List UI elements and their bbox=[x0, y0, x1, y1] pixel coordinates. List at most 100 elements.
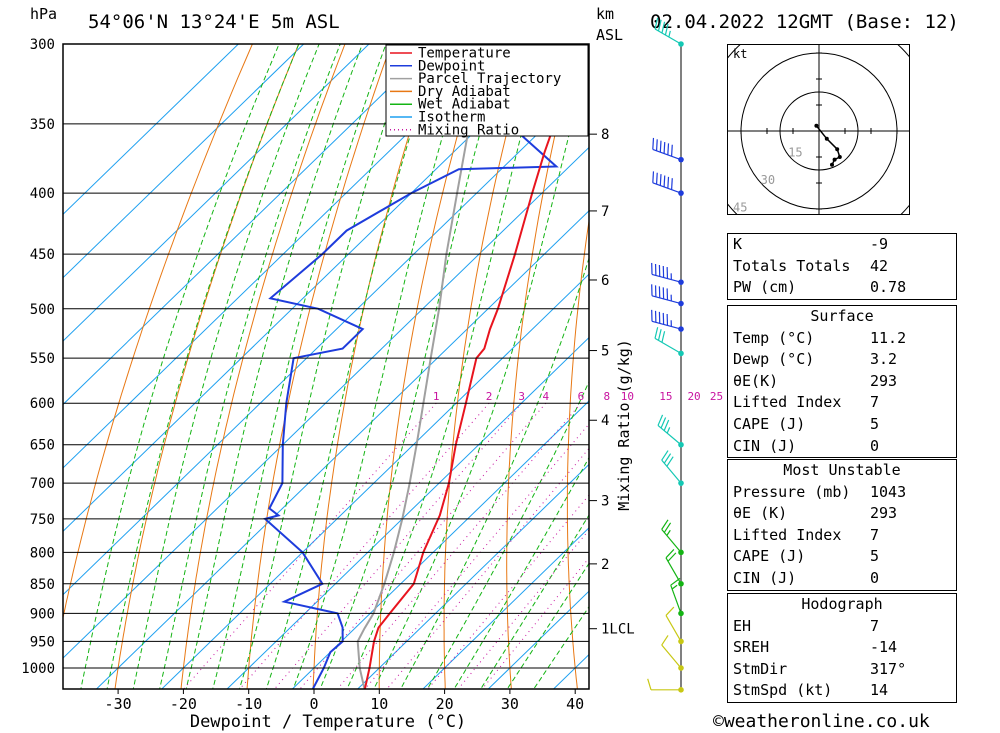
wind-barb-dot bbox=[678, 300, 684, 307]
pressure-unit-label: hPa bbox=[30, 5, 58, 23]
dry-adiabat-line bbox=[506, 44, 577, 689]
hodograph-point bbox=[837, 155, 842, 159]
dry-adiabat-line bbox=[63, 44, 253, 621]
footer-credit: ©weatheronline.co.uk bbox=[713, 711, 930, 732]
stat-row: SREH -14 bbox=[728, 637, 956, 659]
stat-label: PW (cm) bbox=[733, 278, 797, 297]
mixing-ratio-label: 8 bbox=[603, 390, 610, 403]
x-axis-title: Dewpoint / Temperature (°C) bbox=[190, 712, 466, 732]
stat-row: Totals Totals 42 bbox=[728, 256, 956, 278]
stat-label: Temp (°C) bbox=[733, 328, 815, 347]
wind-barb-dot bbox=[678, 441, 684, 448]
stat-label: SREH bbox=[733, 638, 770, 657]
stat-value: 42 bbox=[870, 256, 889, 275]
stat-value: 293 bbox=[870, 504, 898, 523]
stat-row: θE (K) 293 bbox=[728, 503, 956, 525]
stat-row: StmSpd (kt) 14 bbox=[728, 680, 956, 702]
isotherm-line bbox=[63, 83, 589, 596]
wet-adiabat-line bbox=[292, 44, 471, 689]
wet-adiabat-line bbox=[400, 256, 589, 689]
stat-row: StmDir 317° bbox=[728, 659, 956, 681]
plot-frame bbox=[62, 43, 590, 690]
isotherm-line bbox=[63, 44, 305, 279]
pressure-tick-label: 300 bbox=[30, 37, 55, 53]
dry-adiabat-line bbox=[180, 44, 346, 689]
y2-axis-title: Mixing Ratio (g/kg) bbox=[615, 339, 633, 511]
wind-barb-dot bbox=[678, 610, 684, 617]
stat-label: CAPE (J) bbox=[733, 414, 806, 433]
wind-barb-dot bbox=[678, 190, 684, 196]
wind-barb bbox=[651, 309, 684, 332]
hodograph-point bbox=[832, 157, 837, 162]
stat-value: 7 bbox=[870, 525, 880, 544]
stat-value: 0 bbox=[870, 436, 880, 455]
dewpoint-line bbox=[263, 44, 559, 689]
stat-row: CIN (J) 0 bbox=[728, 568, 956, 590]
legend-label: Isotherm bbox=[418, 110, 485, 126]
wind-barb-dot bbox=[678, 580, 684, 587]
stat-label: StmDir bbox=[733, 659, 788, 678]
wind-barb bbox=[657, 414, 684, 448]
wind-barb bbox=[647, 678, 684, 693]
mixing-ratio-line bbox=[183, 402, 437, 689]
x-tick-label: 20 bbox=[436, 695, 454, 713]
height-unit-label-asl: ASL bbox=[596, 26, 624, 44]
x-tick-label: 30 bbox=[501, 695, 519, 713]
datetime-title: 02.04.2022 12GMT (Base: 12) bbox=[650, 11, 959, 33]
wind-barb-dot bbox=[678, 687, 684, 693]
stat-label: Dewp (°C) bbox=[733, 350, 815, 369]
dry-adiabat-line bbox=[443, 44, 531, 689]
stat-value: 0.78 bbox=[870, 278, 907, 297]
wind-barb bbox=[665, 606, 684, 645]
km-tick-label: 7 bbox=[601, 204, 609, 220]
hodograph-point bbox=[814, 123, 819, 128]
isotherm-line bbox=[63, 44, 566, 532]
wet-adiabat-line bbox=[212, 44, 387, 689]
pressure-tick-label: 500 bbox=[30, 302, 55, 318]
stat-label: θE (K) bbox=[733, 504, 788, 523]
stat-label: CAPE (J) bbox=[733, 547, 806, 566]
stat-row: EH 7 bbox=[728, 616, 956, 638]
pressure-tick-label: 750 bbox=[30, 512, 55, 528]
hodograph: 15 30 45 kt bbox=[727, 44, 910, 215]
stat-value: -14 bbox=[870, 638, 898, 657]
mixing-ratio-label: 4 bbox=[542, 390, 549, 403]
wet-adiabat-line bbox=[319, 44, 507, 689]
isotherm-line bbox=[487, 590, 589, 689]
stat-row: Temp (°C) 11.2 bbox=[728, 328, 956, 350]
wind-barb-dot bbox=[678, 279, 684, 285]
stat-row: θE(K) 293 bbox=[728, 371, 956, 393]
mixing-ratio-label: 1 bbox=[433, 390, 440, 403]
km-tick-label: 4 bbox=[601, 413, 609, 429]
pressure-tick-label: 850 bbox=[30, 577, 55, 593]
wind-barb bbox=[651, 262, 684, 285]
x-tick-label: -30 bbox=[105, 695, 132, 713]
height-unit-label: km bbox=[596, 5, 615, 23]
km-tick-label: 3 bbox=[601, 494, 609, 510]
isotherm-line bbox=[356, 463, 589, 689]
wind-barb bbox=[652, 171, 684, 196]
hodograph-point bbox=[824, 136, 829, 141]
wind-barb bbox=[652, 137, 684, 163]
stat-value: -9 bbox=[870, 235, 889, 253]
legend-label: Mixing Ratio bbox=[418, 122, 519, 138]
location-title: 54°06'N 13°24'E 5m ASL bbox=[88, 11, 340, 33]
wind-barb bbox=[661, 519, 684, 556]
hodograph-title: Hodograph bbox=[801, 595, 883, 613]
isotherm-line bbox=[95, 210, 589, 689]
stat-label: Pressure (mb) bbox=[733, 482, 851, 501]
stat-row: CAPE (J) 5 bbox=[728, 414, 956, 436]
isotherm-line bbox=[63, 44, 500, 469]
x-tick-label: 40 bbox=[566, 695, 584, 713]
hodograph-ring-label: 45 bbox=[733, 201, 747, 215]
stat-row: Pressure (mb) 1043 bbox=[728, 482, 956, 504]
mixing-ratio-line bbox=[299, 402, 547, 689]
stat-label: EH bbox=[733, 616, 752, 635]
x-tick-label: -10 bbox=[235, 695, 262, 713]
stat-value: 7 bbox=[870, 393, 880, 412]
stat-row: Dewp (°C) 3.2 bbox=[728, 349, 956, 371]
wind-barb-dot bbox=[678, 549, 684, 556]
pressure-tick-label: 400 bbox=[30, 186, 55, 202]
stat-label: K bbox=[733, 235, 743, 253]
x-tick-label: 0 bbox=[309, 695, 318, 713]
